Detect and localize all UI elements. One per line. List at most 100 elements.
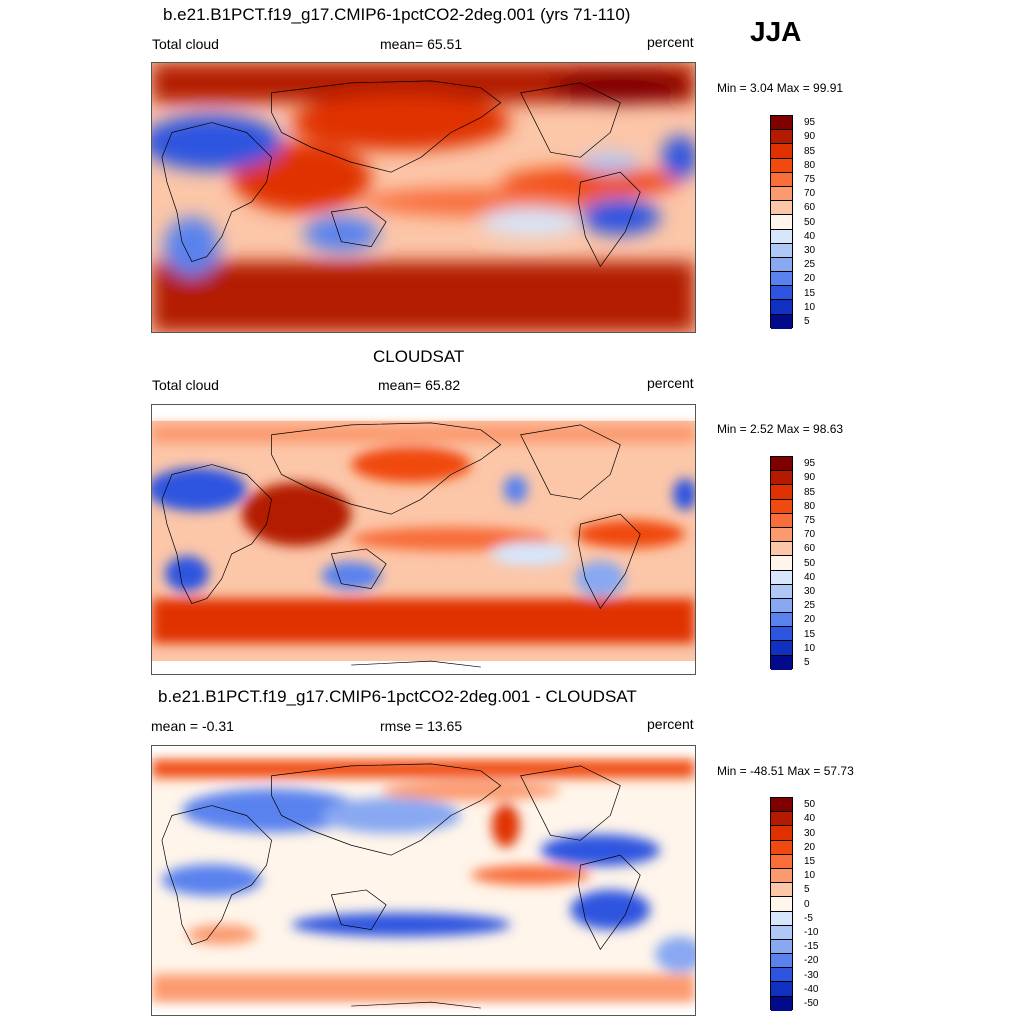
colorbar-tick-label: 5 <box>804 884 810 896</box>
colorbar-tick-label: 60 <box>804 543 816 555</box>
colorbar-tick-label: 10 <box>804 642 816 654</box>
panel3-coastlines <box>161 763 641 1009</box>
colorbar-tick-label: 30 <box>804 827 816 839</box>
colorbar-tick-label: 75 <box>804 173 816 185</box>
colorbar-tick-label: -15 <box>804 941 819 953</box>
colorbar-swatch <box>771 641 792 656</box>
colorbar-tick-label: -20 <box>804 955 819 967</box>
panel1-coastlines <box>161 80 641 268</box>
colorbar-swatch <box>771 954 792 969</box>
colorbar-swatch <box>771 158 792 173</box>
colorbar-swatch <box>771 527 792 543</box>
colorbar-tick-label: 20 <box>804 614 816 626</box>
colorbar-swatch <box>771 130 792 145</box>
colorbar-tick-label: 70 <box>804 188 816 200</box>
colorbar-tick-label: 5 <box>804 315 810 327</box>
colorbar-tick-label: 85 <box>804 486 816 498</box>
colorbar-swatch <box>771 598 792 614</box>
colorbar-tick-label: 10 <box>804 301 816 313</box>
colorbar-tick-label: 40 <box>804 813 816 825</box>
colorbar-swatch <box>771 627 792 642</box>
colorbar-swatch <box>771 471 792 486</box>
colorbar-swatch <box>771 939 792 955</box>
colorbar-tick-label: 75 <box>804 514 816 526</box>
colorbar-swatch <box>771 499 792 514</box>
colorbar-tick-label: 50 <box>804 216 816 228</box>
colorbar-swatch <box>771 996 792 1011</box>
colorbar-tick-label: -10 <box>804 926 819 938</box>
colorbar-tick-label: 20 <box>804 273 816 285</box>
panel3-units-label: percent <box>647 716 694 732</box>
colorbar-tick-label: 15 <box>804 287 816 299</box>
colorbar-swatch <box>771 300 792 315</box>
colorbar-tick-label: 0 <box>804 898 810 910</box>
colorbar-tick-label: 50 <box>804 557 816 569</box>
colorbar-tick-label: 50 <box>804 799 816 811</box>
colorbar-swatch <box>771 457 792 472</box>
panel2-left-label: Total cloud <box>152 377 219 393</box>
colorbar-tick-label: 90 <box>804 472 816 484</box>
colorbar-swatch <box>771 883 792 898</box>
panel1-minmax: Min = 3.04 Max = 99.91 <box>717 81 844 95</box>
panel2-map <box>151 404 696 675</box>
colorbar-swatch <box>771 186 792 202</box>
colorbar-swatch <box>771 286 792 301</box>
colorbar-swatch <box>771 982 792 997</box>
colorbar-swatch <box>771 655 792 670</box>
panel2-title: CLOUDSAT <box>373 347 465 366</box>
colorbar-tick-label: 20 <box>804 841 816 853</box>
colorbar-swatch <box>771 812 792 827</box>
colorbar-tick-label: -50 <box>804 997 819 1009</box>
season-label: JJA <box>750 16 802 47</box>
colorbar-swatch <box>771 798 792 813</box>
colorbar-swatch <box>771 201 792 216</box>
colorbar-swatch <box>771 272 792 287</box>
colorbar-tick-label: 90 <box>804 131 816 143</box>
panel2-coastlines <box>161 422 641 668</box>
colorbar-tick-label: -40 <box>804 983 819 995</box>
panel3-title: b.e21.B1PCT.f19_g17.CMIP6-1pctCO2-2deg.0… <box>158 687 637 706</box>
colorbar-tick-label: 25 <box>804 259 816 271</box>
panel2-minmax: Min = 2.52 Max = 98.63 <box>717 422 844 436</box>
colorbar-tick-label: 30 <box>804 585 816 597</box>
panel3-map <box>151 745 696 1016</box>
colorbar-tick-label: 80 <box>804 500 816 512</box>
colorbar-tick-label: 15 <box>804 855 816 867</box>
panel1-mean-label: mean= 65.51 <box>380 36 463 52</box>
colorbar-swatch <box>771 584 792 599</box>
colorbar-tick-label: 15 <box>804 628 816 640</box>
panel2-colorbar <box>770 456 793 670</box>
colorbar-swatch <box>771 911 792 926</box>
panel2-mean-label: mean= 65.82 <box>378 377 461 393</box>
panel2-units-label: percent <box>647 375 694 391</box>
colorbar-swatch <box>771 513 792 528</box>
colorbar-tick-label: 30 <box>804 244 816 256</box>
colorbar-tick-label: -5 <box>804 912 813 924</box>
panel1-title: b.e21.B1PCT.f19_g17.CMIP6-1pctCO2-2deg.0… <box>163 5 631 24</box>
colorbar-tick-label: 40 <box>804 230 816 242</box>
colorbar-swatch <box>771 556 792 571</box>
colorbar-swatch <box>771 840 792 855</box>
colorbar-swatch <box>771 613 792 628</box>
panel1-left-label: Total cloud <box>152 36 219 52</box>
colorbar-swatch <box>771 868 792 884</box>
colorbar-swatch <box>771 968 792 983</box>
colorbar-swatch <box>771 897 792 912</box>
colorbar-swatch <box>771 229 792 244</box>
panel1-units-label: percent <box>647 34 694 50</box>
colorbar-tick-label: 60 <box>804 202 816 214</box>
colorbar-swatch <box>771 314 792 329</box>
colorbar-swatch <box>771 257 792 273</box>
colorbar-tick-label: 80 <box>804 159 816 171</box>
colorbar-swatch <box>771 925 792 940</box>
colorbar-swatch <box>771 116 792 131</box>
colorbar-tick-label: 10 <box>804 870 816 882</box>
colorbar-tick-label: 95 <box>804 458 816 470</box>
colorbar-tick-label: 5 <box>804 656 810 668</box>
colorbar-swatch <box>771 485 792 500</box>
panel3-minmax: Min = -48.51 Max = 57.73 <box>717 764 854 778</box>
colorbar-swatch <box>771 144 792 159</box>
colorbar-tick-label: 95 <box>804 117 816 129</box>
colorbar-tick-label: -30 <box>804 969 819 981</box>
colorbar-swatch <box>771 854 792 869</box>
